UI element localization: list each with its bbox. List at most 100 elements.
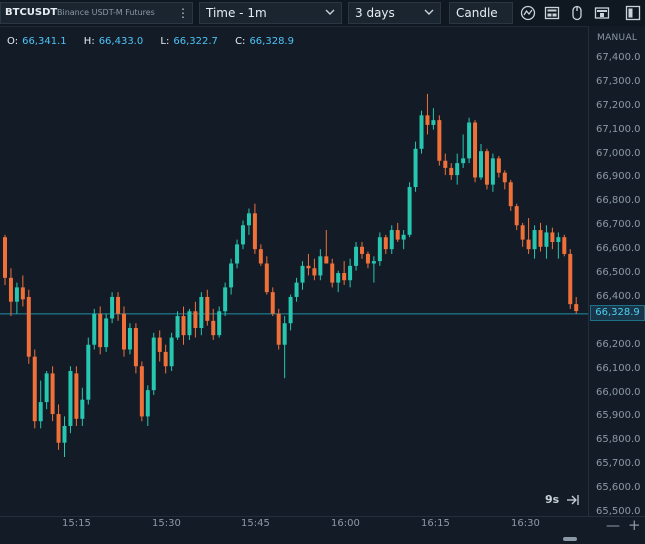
candle-body bbox=[330, 263, 335, 283]
candle-body bbox=[479, 151, 483, 178]
candle-body bbox=[336, 273, 341, 283]
candle-body bbox=[44, 373, 49, 403]
candle bbox=[490, 153, 495, 192]
candlestick-chart[interactable] bbox=[0, 26, 588, 516]
candle bbox=[455, 153, 460, 185]
candle bbox=[211, 308, 216, 340]
candle-body bbox=[127, 328, 132, 350]
candle bbox=[354, 241, 359, 271]
kebab-menu-icon[interactable]: ⋮ bbox=[177, 6, 189, 20]
candle-body bbox=[365, 253, 370, 264]
price-axis[interactable] bbox=[588, 26, 645, 517]
candle-body bbox=[151, 337, 156, 391]
time-tick-label: 16:00 bbox=[331, 518, 360, 529]
candle-body bbox=[264, 263, 269, 293]
candle bbox=[479, 144, 483, 180]
scroll-to-end-icon[interactable] bbox=[566, 493, 580, 507]
chart-type-dropdown[interactable]: Candle bbox=[449, 2, 513, 24]
candle bbox=[187, 308, 192, 340]
candle bbox=[377, 232, 382, 266]
candle-body bbox=[496, 158, 501, 173]
candle bbox=[389, 225, 394, 254]
time-axis[interactable] bbox=[0, 516, 645, 544]
template-icon[interactable] bbox=[591, 2, 613, 24]
candle-body bbox=[514, 206, 519, 226]
candle-body bbox=[294, 282, 299, 297]
candle-body bbox=[86, 344, 91, 400]
candle bbox=[181, 306, 186, 345]
candle bbox=[360, 241, 364, 259]
candle bbox=[246, 208, 251, 235]
candle bbox=[550, 227, 555, 250]
range-dropdown[interactable]: 3 days bbox=[348, 2, 441, 24]
candle bbox=[467, 117, 472, 164]
candle bbox=[169, 332, 174, 372]
candle bbox=[437, 115, 442, 166]
candle bbox=[252, 203, 257, 254]
candle bbox=[294, 277, 299, 302]
candle-body bbox=[175, 316, 180, 338]
candle-body bbox=[455, 163, 460, 176]
price-tick-label: 66,600.0 bbox=[596, 243, 641, 255]
candle-body bbox=[187, 311, 192, 336]
candle bbox=[151, 332, 156, 395]
interval-dropdown[interactable]: Time - 1m bbox=[199, 2, 342, 24]
candle-body bbox=[348, 265, 353, 281]
panel-toggle-icon[interactable] bbox=[622, 2, 644, 24]
candle bbox=[449, 163, 454, 180]
candle-body bbox=[550, 232, 555, 242]
candle-body bbox=[389, 230, 394, 250]
indicators-icon[interactable] bbox=[517, 2, 539, 24]
candle bbox=[395, 222, 400, 242]
horizontal-scrollbar[interactable] bbox=[563, 537, 577, 541]
candle-body bbox=[526, 239, 531, 250]
candle-body bbox=[32, 356, 37, 422]
candle bbox=[205, 289, 210, 326]
candle bbox=[425, 93, 430, 135]
candle bbox=[56, 404, 61, 450]
time-tick-label: 16:30 bbox=[511, 518, 540, 529]
price-tick-label: 65,900.0 bbox=[596, 410, 641, 422]
candle bbox=[20, 275, 25, 307]
mouse-icon[interactable] bbox=[566, 2, 588, 24]
candle-body bbox=[520, 225, 525, 240]
candle bbox=[407, 182, 412, 238]
scale-mode-label[interactable]: MANUAL bbox=[597, 33, 638, 43]
candle-body bbox=[276, 313, 281, 345]
zoom-out-button[interactable]: — bbox=[606, 518, 620, 534]
candle bbox=[92, 308, 97, 350]
candle bbox=[288, 294, 293, 331]
candle-body bbox=[50, 373, 55, 415]
candle bbox=[235, 239, 240, 269]
candle-body bbox=[211, 320, 216, 336]
candle bbox=[258, 244, 263, 266]
candle-body bbox=[449, 167, 454, 176]
last-price-tag: 66,328.9 bbox=[590, 305, 645, 321]
candle bbox=[98, 306, 103, 355]
symbol-selector[interactable]: BTCUSDT Binance USDT-M Futures ⋮ bbox=[0, 2, 193, 24]
candle bbox=[413, 141, 418, 192]
candle-body bbox=[532, 230, 537, 250]
price-tick-label: 66,500.0 bbox=[596, 267, 641, 279]
candle bbox=[116, 292, 121, 321]
chevron-down-icon bbox=[325, 9, 335, 15]
candle-body bbox=[14, 287, 19, 302]
candle bbox=[163, 344, 168, 374]
candle bbox=[514, 203, 519, 231]
price-tick-label: 66,100.0 bbox=[596, 362, 641, 374]
candle-body bbox=[467, 122, 472, 159]
price-tick-label: 67,400.0 bbox=[596, 52, 641, 63]
time-tick-label: 16:15 bbox=[421, 518, 450, 529]
candle-body bbox=[562, 237, 567, 254]
candle-body bbox=[3, 237, 7, 278]
price-tick-label: 67,300.0 bbox=[596, 75, 641, 87]
zoom-in-button[interactable]: + bbox=[628, 516, 641, 534]
candle bbox=[306, 253, 311, 276]
candle-body bbox=[437, 120, 442, 161]
price-tick-label: 66,700.0 bbox=[596, 219, 641, 231]
candle-body bbox=[199, 296, 204, 329]
layout-icon[interactable] bbox=[541, 2, 563, 24]
candle-body bbox=[8, 277, 13, 302]
candle-body bbox=[484, 151, 489, 185]
time-tick-label: 15:15 bbox=[62, 518, 91, 529]
